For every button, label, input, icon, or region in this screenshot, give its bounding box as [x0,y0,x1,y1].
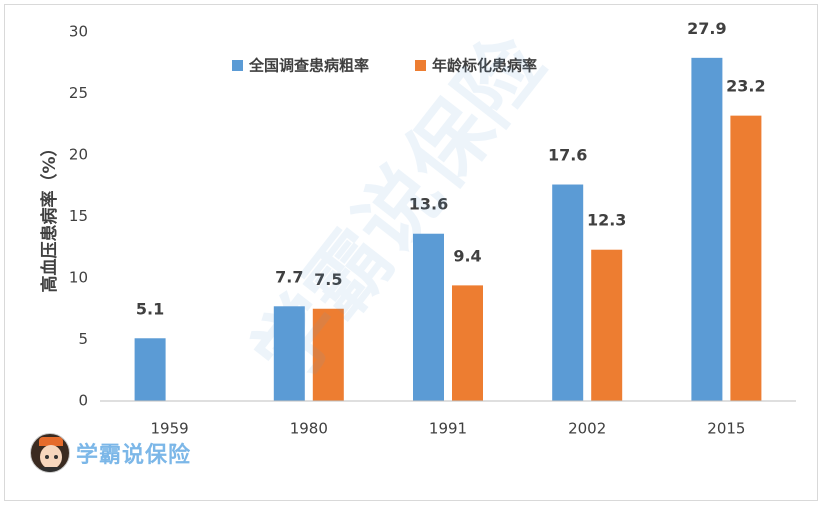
data-labels: 5.1 7.7 7.5 13.6 9.4 17.6 12.3 27.9 23.2 [136,19,766,318]
y-tick-label: 30 [69,23,88,41]
bar-2002-series-1 [552,184,584,401]
legend-swatch-series-1 [232,60,243,71]
data-label-1991-series-2: 9.4 [453,246,481,265]
y-tick-label: 20 [69,146,88,164]
y-axis-ticks: 0 5 10 15 20 25 30 [69,23,88,410]
data-label-1959-series-1: 5.1 [136,299,164,318]
data-label-2015-series-1: 27.9 [687,19,726,38]
y-tick-label: 25 [69,84,88,102]
data-label-2002-series-2: 12.3 [587,211,626,230]
x-tick-label: 1991 [429,420,467,438]
x-tick-label: 2015 [707,420,745,438]
data-label-2002-series-1: 17.6 [548,146,587,165]
legend: 全国调查患病粗率 年龄标化患病率 [232,57,537,75]
x-tick-label: 2002 [568,420,606,438]
y-tick-label: 5 [78,330,88,348]
y-tick-label: 10 [69,269,88,287]
y-tick-label: 15 [69,207,88,225]
bar-2015-series-2 [730,115,762,401]
data-label-2015-series-2: 23.2 [726,77,765,96]
bar-1991-series-2 [452,285,483,401]
legend-swatch-series-2 [415,60,426,71]
data-label-1980-series-2: 7.5 [314,270,342,289]
chart-frame [4,4,818,501]
y-tick-label: 0 [78,392,88,410]
data-label-1991-series-1: 13.6 [409,195,448,214]
bar-1980-series-1 [273,306,305,401]
bars [134,57,762,401]
x-tick-label: 1980 [290,420,328,438]
brand-logo: 学霸说保险 [30,432,191,474]
brand-logo-text: 学霸说保险 [76,443,192,468]
bar-1991-series-1 [413,233,444,401]
legend-label-series-2: 年龄标化患病率 [432,57,537,75]
bar-2015-series-1 [691,57,723,401]
bar-2002-series-2 [591,249,623,401]
bar-1959-series-1 [134,338,166,401]
data-label-1980-series-1: 7.7 [275,267,303,286]
x-tick-label: 1959 [151,420,189,438]
x-axis-ticks: 1959 1980 1991 2002 2015 [151,420,746,438]
bar-1980-series-2 [312,308,344,401]
y-axis-label: 高血压患病率（%） [39,139,60,292]
student-avatar-icon [30,433,70,473]
legend-label-series-1: 全国调查患病粗率 [248,57,369,75]
